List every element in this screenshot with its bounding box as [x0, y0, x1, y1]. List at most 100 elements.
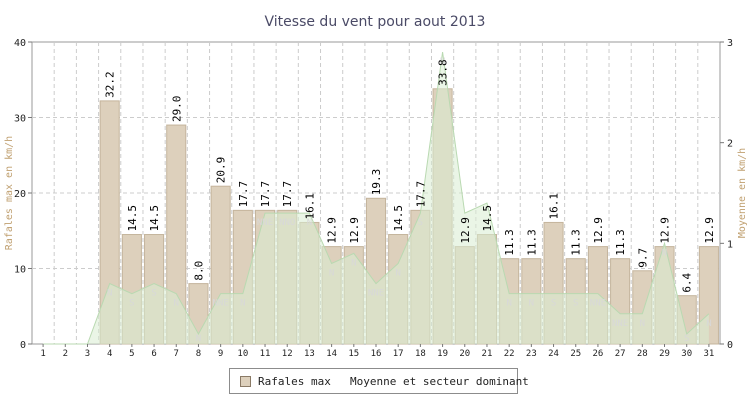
y2-tick-label: 2 [727, 139, 733, 150]
data-label: 14.5 [481, 205, 494, 232]
x-tick-label: 23 [526, 349, 537, 359]
y2-tick-label: 0 [727, 340, 733, 351]
sector-label: N [440, 57, 445, 67]
data-label: 16.1 [303, 193, 316, 220]
data-label: 12.9 [326, 217, 339, 244]
data-label: 12.9 [348, 217, 361, 244]
data-label: 12.9 [659, 217, 672, 244]
sector-label: N [174, 299, 179, 309]
x-tick-label: 3 [85, 349, 90, 359]
x-tick-label: 26 [593, 349, 604, 359]
y2-axis-title: Moyenne en km/h [737, 148, 748, 238]
x-tick-label: 14 [326, 349, 337, 359]
x-tick-label: 7 [174, 349, 179, 359]
data-label: 17.7 [414, 181, 427, 208]
data-label: 14.5 [392, 205, 405, 232]
legend: Rafales max Moyenne et secteur dominant [229, 368, 529, 394]
sector-label: S [129, 299, 134, 309]
x-tick-label: 13 [304, 349, 315, 359]
average-area [43, 52, 709, 345]
data-label: 17.7 [237, 181, 250, 208]
x-tick-label: 29 [659, 349, 670, 359]
sector-label: N [706, 319, 711, 329]
data-label: 14.5 [126, 205, 139, 232]
data-label: 11.3 [614, 229, 627, 256]
sector-label: S [418, 218, 423, 228]
sector-label: NNE [612, 319, 628, 329]
sector-label: NNO [279, 218, 295, 228]
sector-label: NNE [368, 289, 384, 299]
x-tick-label: 4 [107, 349, 112, 359]
y-tick-label: 40 [14, 38, 26, 49]
y-tick-label: 10 [14, 265, 26, 276]
legend-label-bar: Rafales max [258, 375, 331, 388]
x-tick-label: 17 [393, 349, 404, 359]
data-label: 12.9 [459, 217, 472, 244]
data-label: 12.9 [703, 217, 716, 244]
sector-label: N [351, 258, 356, 268]
data-label: 11.3 [570, 229, 583, 256]
x-tick-label: 24 [548, 349, 559, 359]
x-tick-label: 11 [260, 349, 271, 359]
sector-label: S [573, 299, 578, 309]
data-label: 8.0 [192, 261, 205, 281]
data-label: 17.7 [259, 181, 272, 208]
x-tick-label: 2 [63, 349, 68, 359]
sector-label: S [551, 299, 556, 309]
sector-label: S [684, 334, 689, 344]
chart-title: Vitesse du vent pour aout 2013 [264, 14, 486, 30]
data-label: 9.7 [636, 248, 649, 268]
data-label: 6.4 [681, 272, 694, 292]
sector-label: NNE [257, 218, 273, 228]
x-tick-label: 5 [129, 349, 134, 359]
sector-label: NNE [590, 299, 606, 309]
sector-label: N [329, 268, 334, 278]
data-label: 33.8 [437, 59, 450, 86]
x-tick-label: 12 [282, 349, 293, 359]
x-tick-label: 30 [681, 349, 692, 359]
x-tick-label: 22 [504, 349, 515, 359]
x-tick-label: 27 [615, 349, 626, 359]
x-tick-label: 10 [237, 349, 248, 359]
sector-label: N [107, 289, 112, 299]
x-tick-label: 9 [218, 349, 223, 359]
sector-label: S [151, 289, 156, 299]
x-tick-label: 21 [482, 349, 493, 359]
y-tick-label: 20 [14, 189, 26, 200]
data-label: 14.5 [148, 205, 161, 232]
y2-tick-label: 1 [727, 239, 733, 250]
y-tick-label: 0 [20, 340, 26, 351]
data-label: 29.0 [170, 96, 183, 123]
y-axis-title: Rafales max en km/h [4, 136, 15, 250]
x-tick-label: 19 [437, 349, 448, 359]
sector-label: N [395, 268, 400, 278]
x-tick-label: 6 [151, 349, 156, 359]
y-tick-label: 30 [14, 114, 26, 125]
data-label: 12.9 [592, 217, 605, 244]
data-label: 32.2 [104, 71, 117, 98]
x-tick-label: 31 [703, 349, 714, 359]
x-tick-label: 8 [196, 349, 201, 359]
x-tick-label: 1 [40, 349, 45, 359]
x-tick-label: 25 [570, 349, 581, 359]
data-label: 16.1 [548, 193, 561, 220]
x-tick-label: 28 [637, 349, 648, 359]
sector-label: NNE [213, 299, 229, 309]
x-tick-label: 20 [459, 349, 470, 359]
sector-label: N [640, 319, 645, 329]
data-label: 19.3 [370, 169, 383, 196]
x-tick-label: 16 [371, 349, 382, 359]
data-label: 17.7 [281, 181, 294, 208]
y2-tick-label: 3 [727, 38, 733, 49]
sector-label: N [506, 299, 511, 309]
data-label: 11.3 [503, 229, 516, 256]
data-label: 20.9 [215, 157, 228, 184]
average-line [43, 51, 710, 345]
x-tick-label: 15 [348, 349, 359, 359]
sector-label: N [662, 248, 667, 258]
data-label: 11.3 [525, 229, 538, 256]
x-tick-label: 18 [415, 349, 426, 359]
legend-label-area: Moyenne et secteur dominant [350, 375, 529, 388]
